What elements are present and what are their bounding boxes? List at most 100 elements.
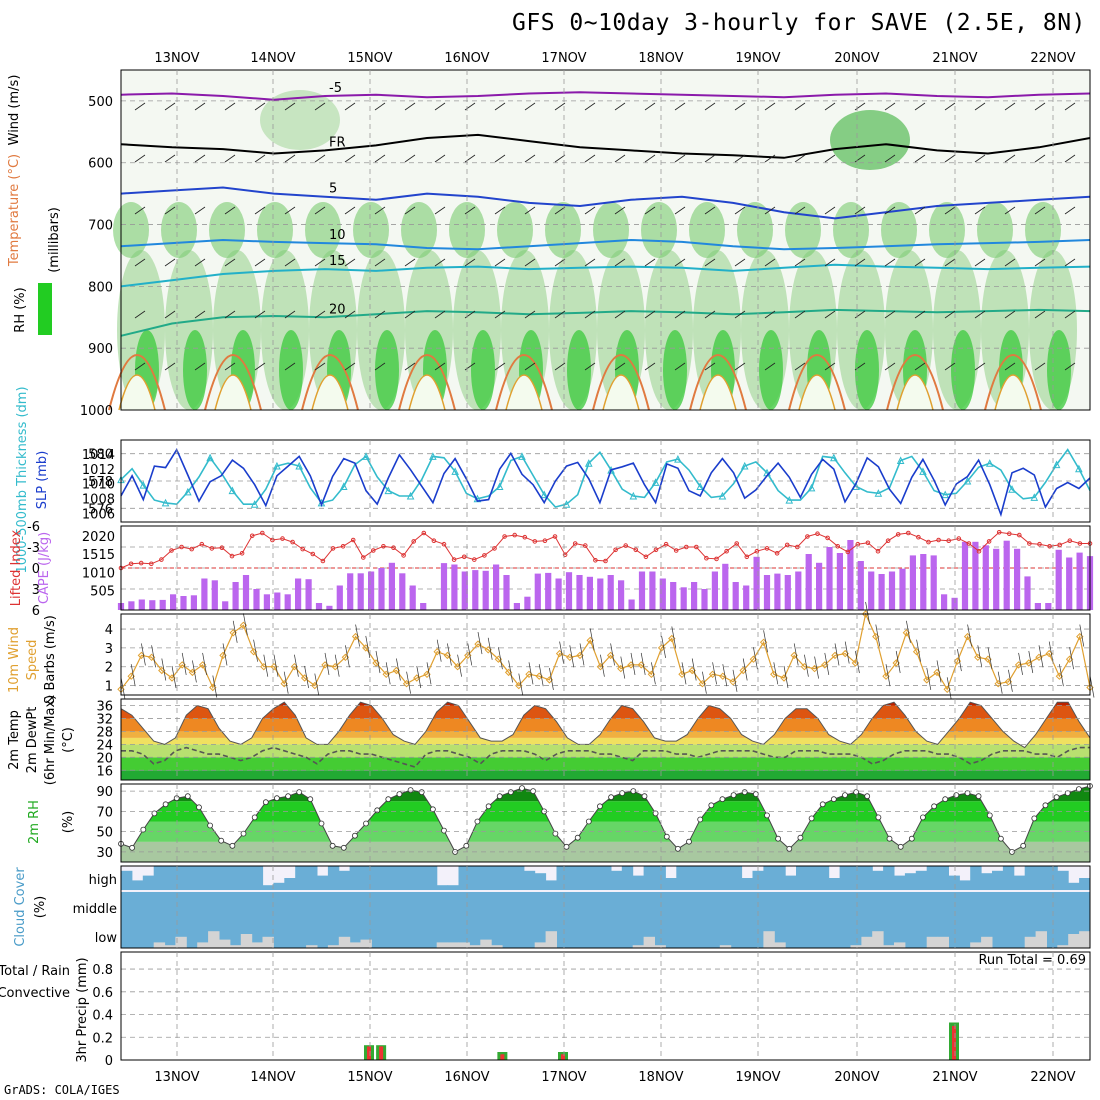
temp-color-band: [121, 705, 1090, 719]
rh-mid-shade: [161, 202, 197, 258]
cape-bar: [263, 594, 270, 611]
cape-bar: [253, 589, 260, 610]
wind10m-barb: [467, 643, 473, 666]
cape-bar: [878, 574, 885, 610]
wind10m-barb: [600, 654, 605, 677]
wind10m-barb: [212, 675, 218, 698]
cloud-high-bar: [785, 875, 797, 890]
wind-barb: [1064, 362, 1076, 371]
cloud-high-bar: [926, 866, 939, 890]
lifted-index-marker: [492, 546, 497, 551]
bottom-date-label: 16NOV: [444, 1070, 489, 1085]
lifted-index-marker: [411, 539, 417, 544]
thickness-marker: [919, 467, 927, 475]
wind-barb: [1034, 102, 1046, 111]
wind10m-barb: [753, 647, 758, 670]
temp-tick: 28: [96, 725, 113, 740]
wind10m-barb: [1008, 669, 1013, 692]
cloud-high-bar: [806, 866, 819, 890]
wind10m-barb: [630, 652, 636, 675]
cape-bar: [722, 563, 729, 610]
rh-marker: [897, 843, 904, 850]
lifted-index-marker: [169, 548, 174, 553]
wind-barb: [1034, 154, 1046, 163]
cloud-high-bar: [1035, 866, 1047, 890]
boundary-temp-contour: [689, 354, 747, 411]
temp-tick: 36: [96, 699, 113, 714]
upper-air-panel: [120, 69, 1091, 411]
lifted-index-marker: [744, 554, 750, 560]
cloud-high-bar: [360, 866, 372, 890]
wind-barb: [254, 102, 266, 111]
precip-convective-bar: [952, 1025, 956, 1060]
wind-barb: [434, 154, 446, 163]
rh-marker: [853, 789, 859, 795]
cloud-high-bar: [142, 875, 155, 890]
lifted-index-marker: [895, 532, 901, 537]
wind10m-barb: [294, 654, 299, 677]
thickness-marker: [451, 467, 459, 475]
wind10m-barb: [681, 662, 687, 685]
rh-marker: [864, 793, 871, 800]
boundary-temp-contour: [108, 354, 166, 411]
wind10m-barb: [447, 643, 452, 666]
cape-bar: [607, 575, 614, 610]
wind-barb: [164, 310, 176, 319]
wind-barb: [644, 154, 656, 163]
lifted-index-tick: -3: [27, 541, 40, 556]
rh-marker: [819, 801, 826, 808]
rh-marker: [307, 796, 314, 803]
wind-barb: [974, 102, 986, 111]
cape-bar: [847, 540, 854, 610]
thickness-marker: [584, 459, 593, 467]
cloud-high-bar: [327, 866, 340, 890]
wind-barb: [464, 206, 476, 215]
wind-barb: [1034, 362, 1046, 371]
cloud-high-bar: [317, 875, 329, 890]
thickness-marker: [830, 453, 838, 462]
cape-bar: [659, 578, 666, 610]
lifted-index-marker: [300, 546, 306, 552]
rh-mid-shade: [353, 202, 389, 258]
precip-tick: 0.2: [92, 1031, 113, 1046]
wind-barb: [644, 310, 656, 319]
wind-barb: [824, 102, 836, 111]
cape-bar: [534, 573, 541, 610]
wind-barb: [764, 310, 776, 319]
cloud-high-bar: [687, 866, 699, 890]
cloud-low-bar: [469, 945, 481, 948]
cloud-high-bar: [284, 878, 296, 890]
cloud-high-bar: [186, 866, 198, 890]
cloud-high-bar: [273, 882, 285, 890]
wind-barb: [434, 102, 446, 111]
wind-barb: [974, 362, 986, 371]
wind-barb: [944, 206, 956, 215]
cape-bar: [1034, 603, 1041, 610]
cloud-low-bar: [1068, 934, 1080, 948]
wind-barb: [914, 102, 926, 111]
cape-bar: [920, 554, 927, 610]
lifted-index-marker: [330, 546, 336, 551]
cape-bar: [315, 603, 323, 610]
wind10m-barb: [671, 626, 677, 649]
lifted-index-marker: [684, 544, 689, 550]
wind10m-barb: [273, 654, 279, 677]
wind-barb: [554, 102, 566, 111]
wind-barb: [314, 362, 326, 371]
lifted-index-marker: [784, 542, 790, 548]
boundary-temp-contour-inner: [505, 374, 543, 411]
wind10m-barb: [508, 660, 513, 683]
thickness-marker: [295, 461, 304, 470]
cloud-high-bar: [382, 866, 394, 890]
rh-marker: [942, 796, 949, 803]
cloud-high-bar: [1013, 875, 1026, 890]
wind-barb: [1004, 258, 1016, 267]
wind-barb: [914, 310, 926, 319]
cloud-high-bar: [1079, 878, 1091, 890]
cape-bar: [149, 600, 156, 610]
thickness-slp-panel: [120, 439, 1091, 523]
cape-bar: [638, 571, 646, 610]
wind10m-barb: [559, 641, 564, 664]
cape-bar: [941, 594, 948, 611]
temp-color-band: [121, 702, 1090, 706]
